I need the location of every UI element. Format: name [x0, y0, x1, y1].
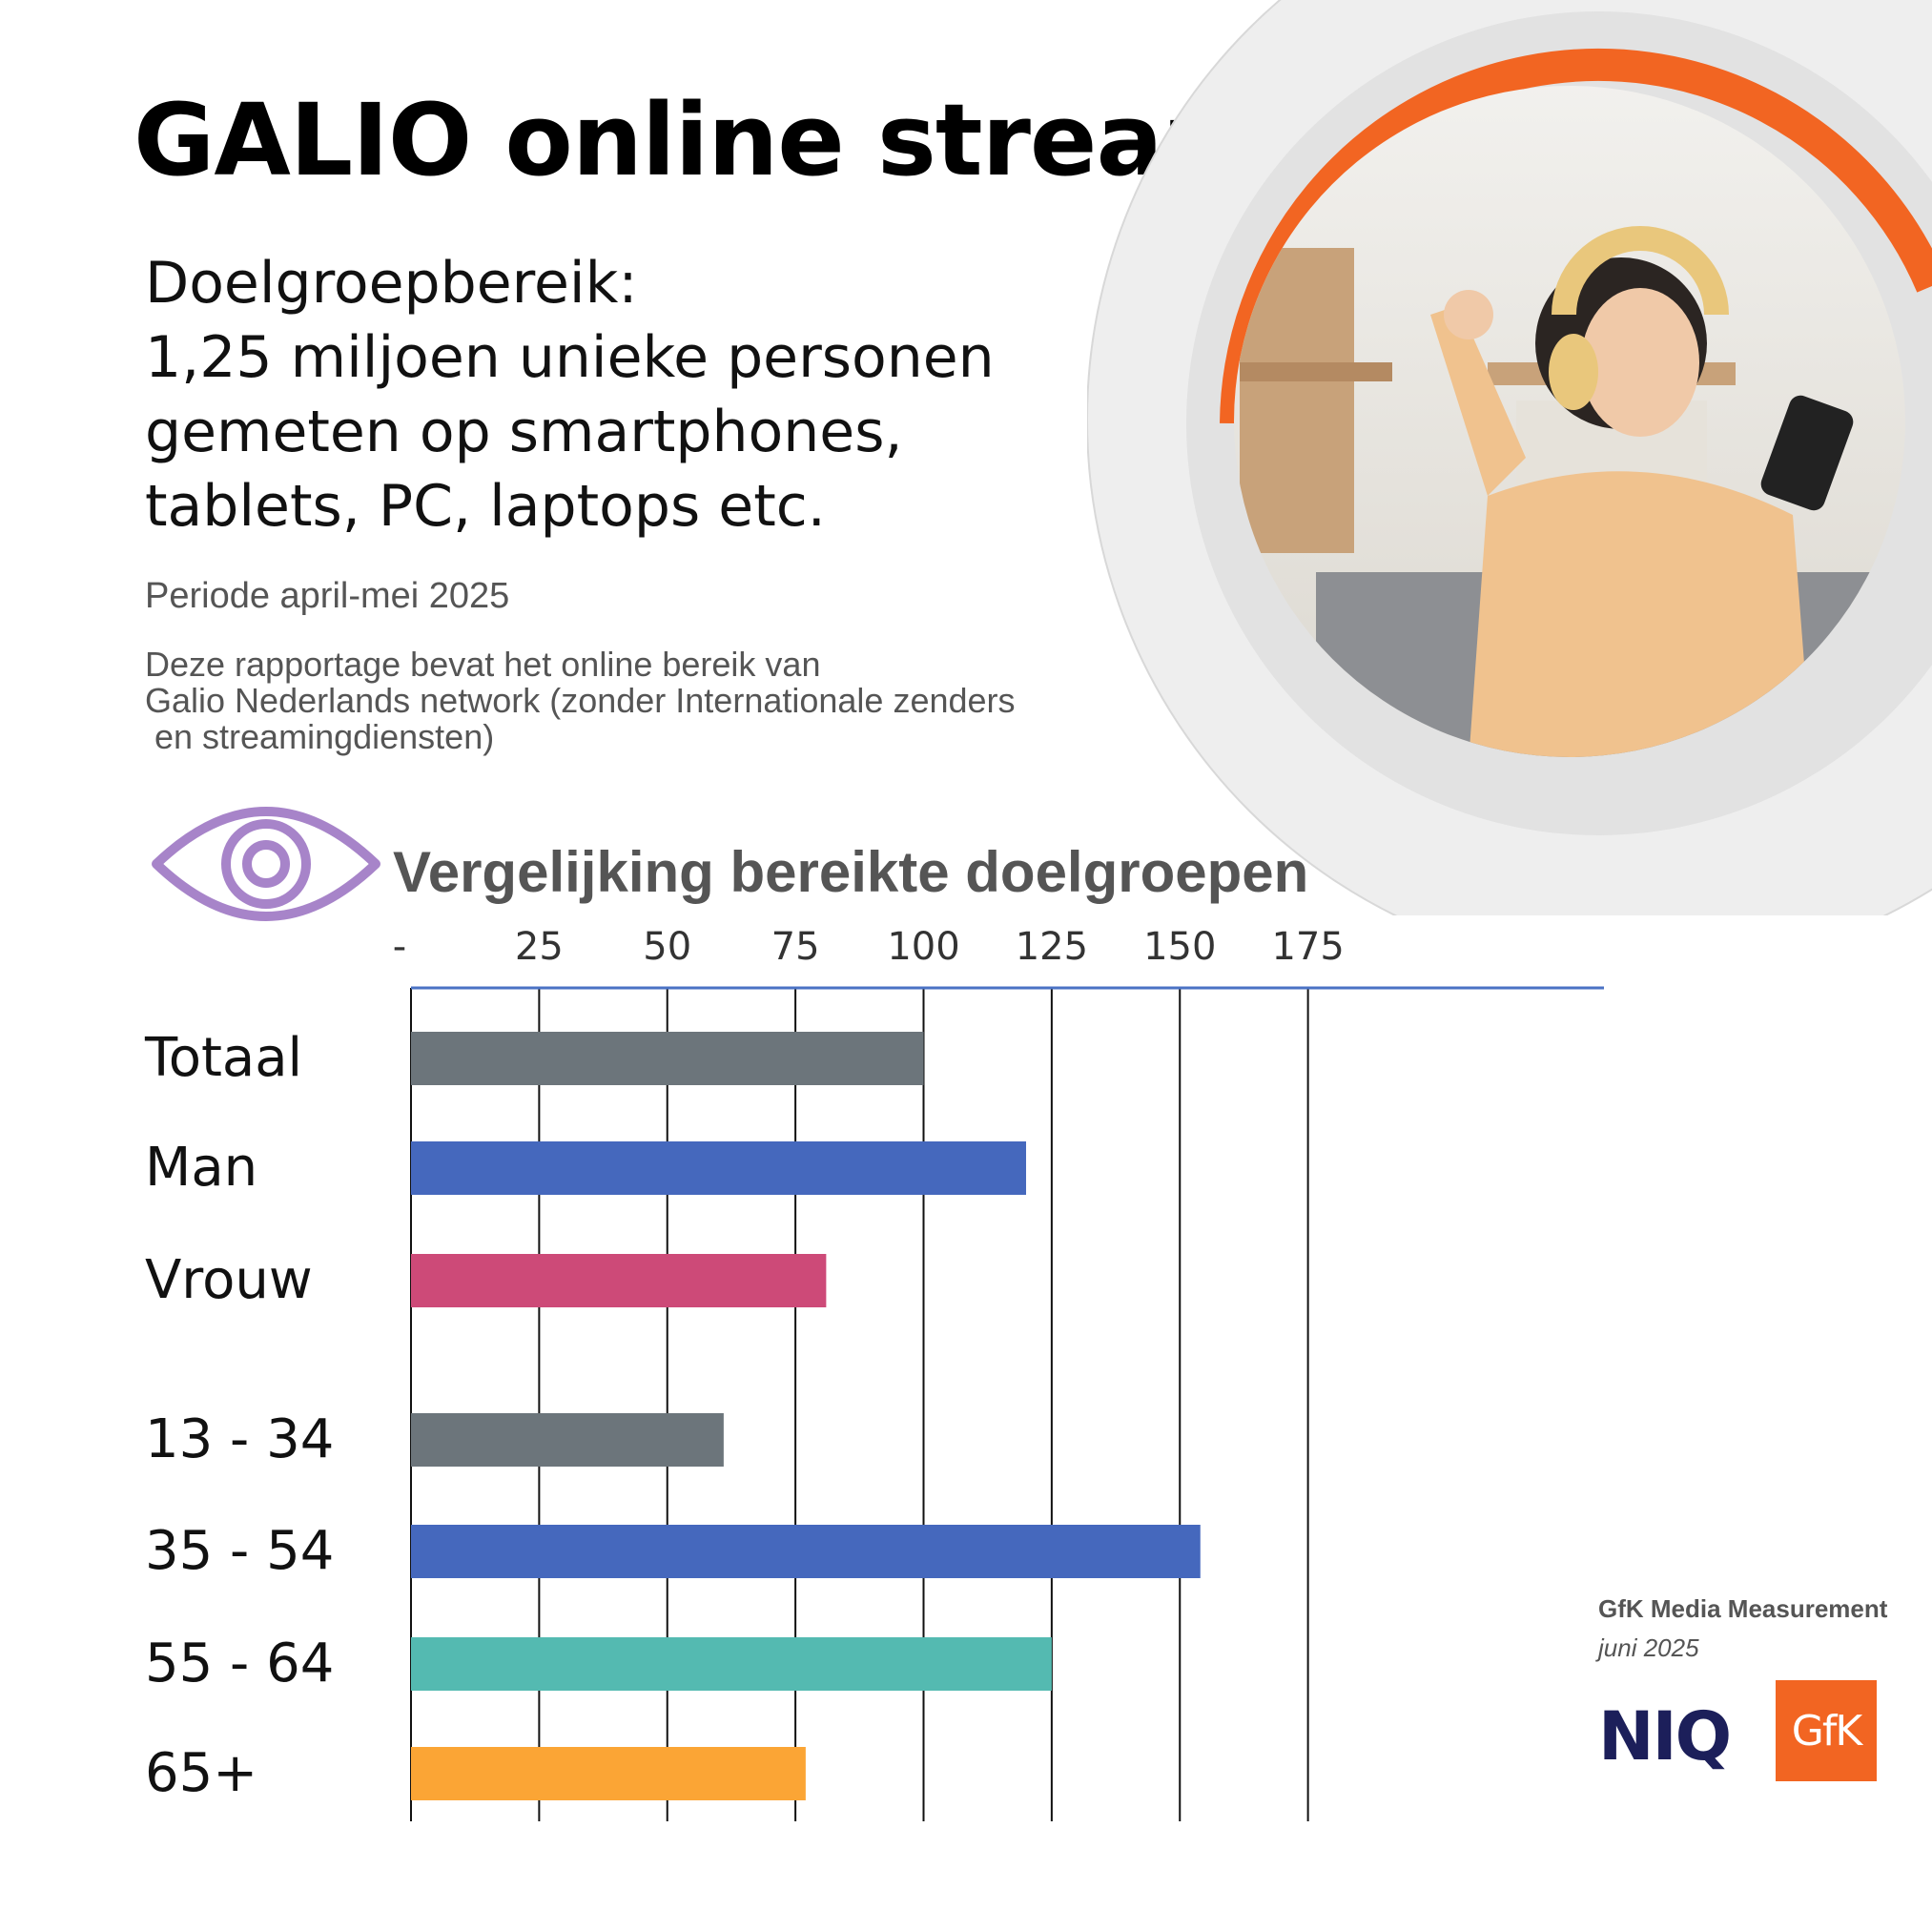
- bar: [411, 1032, 924, 1085]
- bar: [411, 1141, 1026, 1195]
- x-tick-label: 75: [771, 925, 820, 969]
- gfk-logo: GfK: [1776, 1680, 1877, 1781]
- subtitle-line: 1,25 miljoen unieke personen: [145, 324, 995, 391]
- x-tick-label: 100: [887, 925, 959, 969]
- subtitle-line: gemeten op smartphones,: [145, 399, 903, 465]
- x-tick-label: 150: [1143, 925, 1216, 969]
- x-tick-label: 175: [1271, 925, 1344, 969]
- bar: [411, 1525, 1201, 1578]
- bar: [411, 1254, 827, 1307]
- period-text: Periode april-mei 2025: [145, 576, 510, 616]
- eye-icon: [152, 807, 380, 921]
- bar: [411, 1413, 724, 1467]
- x-tick-label: 125: [1016, 925, 1088, 969]
- bar: [411, 1747, 806, 1800]
- description-line: Galio Nederlands network (zonder Interna…: [145, 681, 1016, 720]
- subtitle-line: tablets, PC, laptops etc.: [145, 473, 826, 540]
- x-tick-label: 25: [515, 925, 564, 969]
- description-line: Deze rapportage bevat het online bereik …: [145, 645, 821, 684]
- category-label: 65+: [145, 1742, 258, 1804]
- category-label: 55 - 64: [145, 1633, 335, 1694]
- audience-reach-text: Doelgroepbereik: 1,25 miljoen unieke per…: [145, 246, 995, 544]
- category-label: Totaal: [145, 1027, 303, 1089]
- x-tick-label: -: [393, 925, 406, 969]
- photo-circle-illustration: [1087, 0, 1932, 915]
- description-line: en streamingdiensten): [145, 717, 495, 756]
- chart-title: Vergelijking bereikte doelgroepen: [393, 840, 1309, 904]
- category-label: Vrouw: [145, 1249, 313, 1311]
- x-tick-label: 50: [643, 925, 691, 969]
- description-text: Deze rapportage bevat het online bereik …: [145, 647, 1016, 755]
- bar: [411, 1637, 1052, 1691]
- source-organization: GfK Media Measurement: [1598, 1594, 1888, 1623]
- category-label: 13 - 34: [145, 1408, 335, 1470]
- niq-logo: NIQ: [1598, 1697, 1732, 1776]
- subtitle-line: Doelgroepbereik:: [145, 250, 638, 317]
- page-title: GALIO online streams: [134, 82, 1324, 198]
- photo: [1234, 86, 1905, 757]
- source-date: juni 2025: [1598, 1633, 1699, 1662]
- category-label: 35 - 54: [145, 1520, 335, 1582]
- source-block: GfK Media Measurement juni 2025: [1598, 1594, 1887, 1663]
- category-label: Man: [145, 1137, 258, 1199]
